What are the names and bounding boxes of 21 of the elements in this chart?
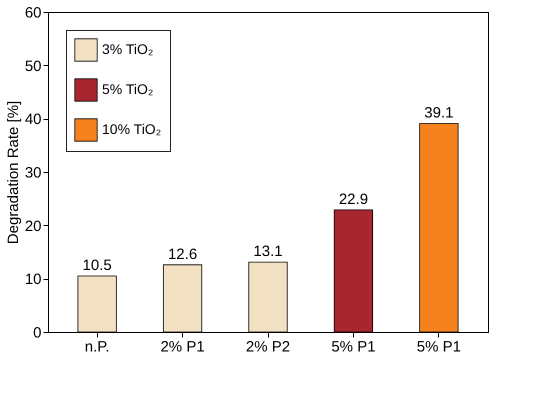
legend-label: 10% TiO₂ <box>102 121 162 137</box>
data-label: 13.1 <box>253 243 283 260</box>
y-tick-label: 60 <box>24 4 42 22</box>
y-tick-label: 10 <box>24 271 42 288</box>
x-tick-label: 2% P1 <box>160 338 205 356</box>
x-tick-label: n.P. <box>84 338 110 356</box>
x-tick-label: 2% P2 <box>246 338 290 356</box>
y-tick-label: 0 <box>33 324 42 342</box>
y-axis-title: Degradation Rate [%] <box>4 100 22 244</box>
data-label: 39.1 <box>424 104 454 122</box>
data-label: 10.5 <box>82 257 112 274</box>
data-label: 22.9 <box>338 190 368 208</box>
y-tick-label: 40 <box>24 111 42 128</box>
y-tick-label: 30 <box>24 164 42 182</box>
y-tick-label: 50 <box>24 58 42 75</box>
x-tick-label: 5% P1 <box>416 338 461 356</box>
y-tick-label: 20 <box>24 218 42 235</box>
data-label: 12.6 <box>168 246 198 263</box>
legend-label: 3% TiO₂ <box>102 41 154 57</box>
legend-label: 5% TiO₂ <box>102 81 154 97</box>
x-tick-label: 5% P1 <box>331 338 376 356</box>
